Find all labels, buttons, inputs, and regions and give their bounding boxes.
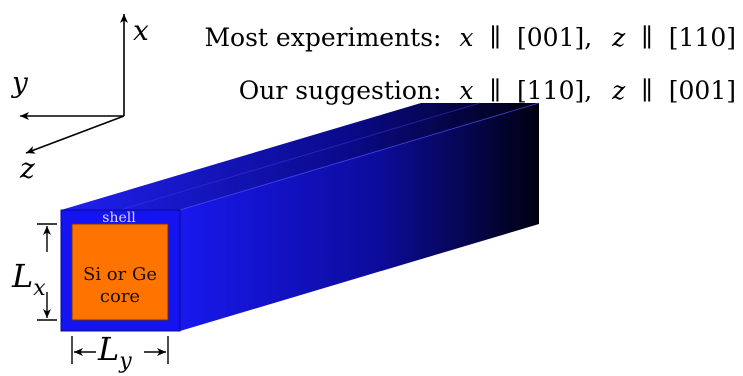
wire-top-ridge [119,102,481,211]
line1-dir-x: [001], [517,23,592,52]
Lx-label: Lx [11,257,46,301]
shell-label: shell [102,210,136,226]
coordinate-axes: x y z [10,14,149,185]
line1-parallel-2: ∥ [641,23,653,52]
line1-dir-z: [110] [669,23,736,52]
wire-side-face [180,103,539,331]
line1-prefix: Most experiments: [204,23,441,52]
line1-z: z [611,23,626,52]
line2-x: x [459,76,473,105]
orientation-line-our-suggestion: Our suggestion: x ∥ [110], z ∥ [001] [239,76,736,105]
line2-prefix: Our suggestion: [239,76,442,105]
orientation-text: Most experiments: x ∥ [001], z ∥ [110] O… [204,23,736,105]
Lx-subscript: x [33,276,46,301]
line2-parallel: ∥ [489,76,501,105]
y-axis-label: y [10,66,29,99]
Ly-base: L [97,330,119,368]
dimension-Ly: Ly [71,330,169,374]
Lx-base: L [11,257,33,295]
orientation-line-most-experiments: Most experiments: x ∥ [001], z ∥ [110] [204,23,736,52]
Ly-label: Ly [97,330,132,374]
wire-top-edge [179,102,540,211]
core-label-line1: Si or Ge [83,264,157,285]
line1-x: x [459,23,473,52]
z-axis-arrow [25,115,125,154]
line2-z: z [611,76,626,105]
dimension-Lx: Lx [11,223,57,321]
core-label-line2: core [100,286,140,307]
Ly-subscript: y [118,349,132,374]
z-axis-label: z [19,152,35,185]
line1-parallel: ∥ [489,23,501,52]
line2-parallel-2: ∥ [641,76,653,105]
core-cross-section [71,223,169,321]
line2-dir-z: [001] [669,76,736,105]
nanowire: shell Si or Ge core [60,102,540,332]
x-axis-label: x [133,14,149,47]
line2-dir-x: [110], [517,76,592,105]
